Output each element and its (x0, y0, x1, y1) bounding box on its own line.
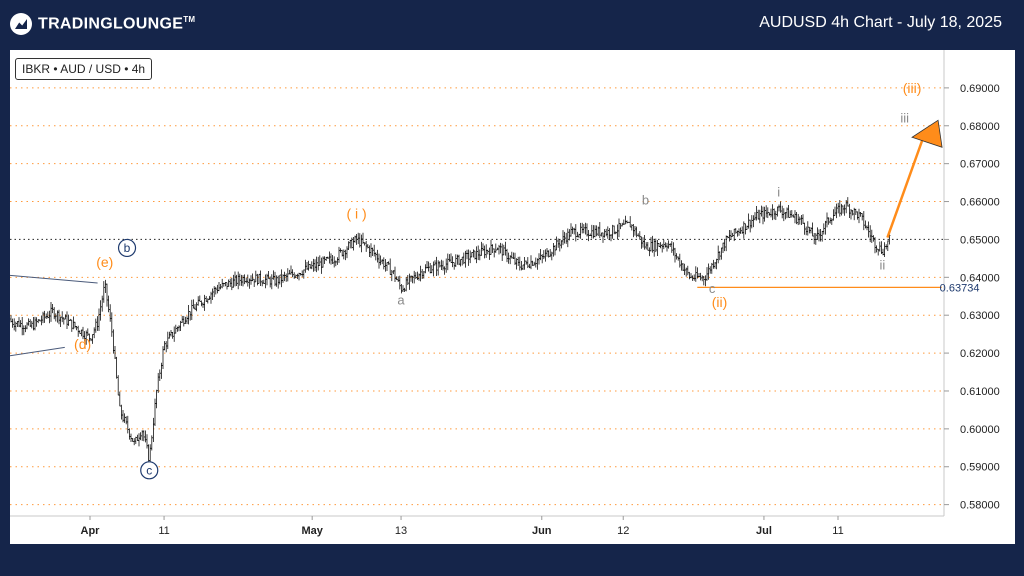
y-tick-label: 0.68000 (960, 121, 1000, 133)
wave-label: c (709, 281, 716, 296)
x-tick-label: Jul (756, 525, 772, 537)
y-tick-label: 0.60000 (960, 424, 1000, 436)
x-tick-label: 13 (395, 525, 407, 537)
wave-label: iii (900, 111, 909, 126)
trendline-upper (10, 274, 98, 284)
logo-chart-icon (10, 13, 32, 35)
wave-label: a (397, 293, 405, 308)
y-tick-label: 0.66000 (960, 197, 1000, 209)
y-tick-label: 0.64000 (960, 272, 1000, 284)
wave-label: (d) (74, 336, 91, 352)
wave-label-circle (140, 461, 159, 480)
y-tick-label: 0.65000 (960, 234, 1000, 246)
support-level-label: 0.63734 (940, 282, 980, 294)
wave-label: (ii) (712, 294, 728, 310)
trendline-lower (10, 346, 65, 357)
projection-arrow-shaft (886, 134, 926, 238)
y-tick-label: 0.67000 (960, 159, 1000, 171)
y-tick-label: 0.61000 (960, 386, 1000, 398)
chart-canvas[interactable]: 0.69000 0.68000 0.67000 0.66000 0.65000 0.640… (10, 50, 1015, 544)
brand-logo: TradingLoungeTM (10, 11, 195, 37)
x-tick-label: 11 (158, 525, 169, 537)
header-bar: TradingLoungeTM AUDUSD 4h Chart - July 1… (0, 0, 1024, 50)
wave-label: i (777, 185, 780, 200)
x-tick-label: 12 (617, 525, 629, 537)
y-tick-label: 0.58000 (960, 500, 1000, 512)
wave-label: ii (880, 257, 886, 272)
wave-label: (iii) (903, 80, 922, 96)
y-tick-label: 0.63000 (960, 310, 1000, 322)
wave-label: c (146, 463, 152, 477)
x-tick-label: Apr (81, 525, 101, 537)
y-tick-label: 0.59000 (960, 462, 1000, 474)
symbol-legend: IBKR • AUD / USD • 4h (15, 58, 153, 80)
chart-frame: 0.69000 0.68000 0.67000 0.66000 0.65000 0.640… (10, 50, 1015, 544)
x-tick-label: May (301, 525, 323, 537)
y-tick-label: 0.62000 (960, 348, 1000, 360)
logo-text: TradingLoungeTM (38, 14, 196, 33)
wave-label: (e) (96, 254, 113, 270)
wave-label-circle (117, 238, 137, 258)
projection-arrow-head (911, 119, 943, 148)
chart-title: AUDUSD 4h Chart - July 18, 2025 (759, 14, 1002, 31)
x-tick-label: Jun (532, 525, 552, 537)
wave-label: ( i ) (347, 206, 367, 222)
x-tick-label: 11 (832, 525, 843, 537)
y-tick-label: 0.69000 (960, 83, 1000, 95)
wave-label: b (642, 193, 649, 208)
wave-label: b (124, 241, 131, 255)
